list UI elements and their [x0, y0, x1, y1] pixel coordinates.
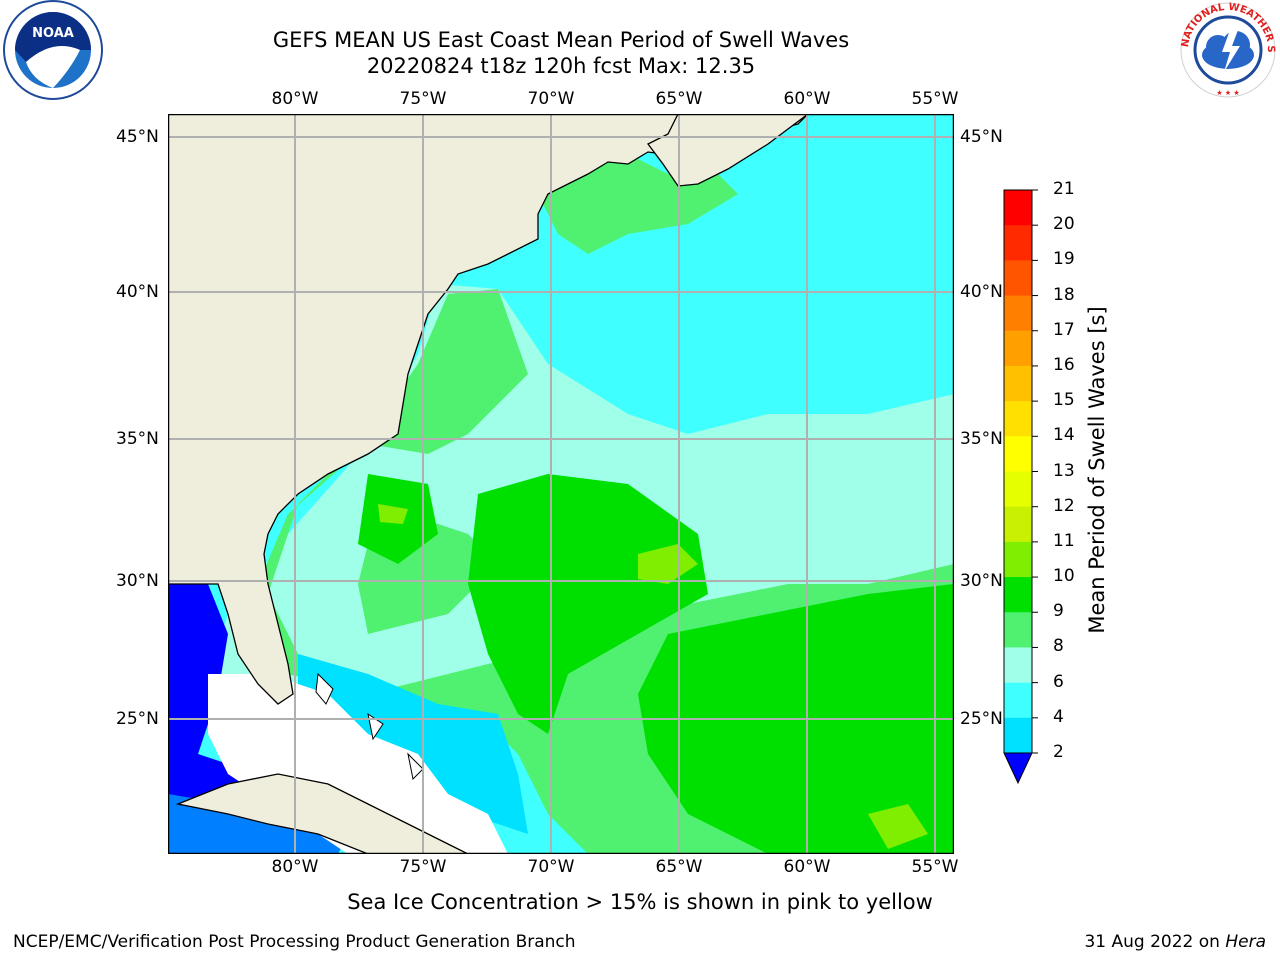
- lon-label-top: 80°W: [271, 89, 319, 109]
- chart-title: GEFS MEAN US East Coast Mean Period of S…: [272, 28, 850, 52]
- lat-label-left: 45°N: [116, 127, 159, 147]
- colorbar-under-arrow: [1003, 752, 1033, 785]
- lat-label-right: 45°N: [960, 127, 1003, 147]
- bahamas-islands: [315, 672, 424, 781]
- noaa-logo-icon: NOAA: [3, 0, 103, 100]
- period-zone-10-11: [468, 474, 708, 734]
- colorbar-tick-label: 15: [1053, 390, 1075, 411]
- period-zone-4-6: [298, 654, 528, 834]
- lat-label-right: 35°N: [960, 429, 1003, 449]
- lat-label-left: 40°N: [116, 282, 159, 302]
- lon-label-top: 55°W: [911, 89, 959, 109]
- lat-label-left: 30°N: [116, 571, 159, 591]
- colorbar-bin: [1004, 365, 1032, 402]
- lat-label-right: 25°N: [960, 709, 1003, 729]
- national-weather-service-logo-icon: NATIONAL WEATHER SERVICE ★ ★ ★: [1178, 0, 1276, 98]
- lon-label-bottom: 60°W: [783, 857, 831, 877]
- lon-label-bottom: 65°W: [655, 857, 703, 877]
- colorbar-tick-label: 4: [1053, 706, 1064, 727]
- colorbar-bin: [1004, 436, 1032, 472]
- colorbar-bin: [1004, 717, 1032, 754]
- cuba-land: [175, 773, 469, 854]
- colorbar-bin: [1004, 295, 1032, 332]
- colorbar-bin: [1004, 541, 1032, 578]
- colorbar-bin: [1004, 401, 1032, 437]
- colorbar-tick-label: 9: [1053, 601, 1064, 622]
- map-frame: [168, 114, 954, 854]
- lon-label-bottom: 55°W: [911, 857, 959, 877]
- colorbar-bin: [1004, 612, 1032, 648]
- lon-label-bottom: 70°W: [527, 857, 575, 877]
- colorbar-tick-label: 17: [1053, 319, 1075, 340]
- sea-ice-caption: Sea Ice Concentration > 15% is shown in …: [347, 890, 933, 914]
- lat-label-left: 25°N: [116, 709, 159, 729]
- colorbar-tick-label: 16: [1053, 354, 1075, 375]
- footer-date-text: 31 Aug 2022 on: [1084, 932, 1220, 952]
- colorbar-tick-label: 6: [1053, 671, 1064, 692]
- nova-scotia-land: [647, 114, 810, 187]
- lon-label-bottom: 80°W: [271, 857, 319, 877]
- colorbar-bin: [1004, 260, 1032, 297]
- footer-date: 31 Aug 2022 on Hera: [1084, 932, 1266, 952]
- colorbar-tick-label: 19: [1053, 249, 1075, 270]
- footer-host: Hera: [1225, 932, 1266, 952]
- footer-credit: NCEP/EMC/Verification Post Processing Pr…: [13, 932, 576, 952]
- colorbar-bin: [1004, 506, 1032, 543]
- colorbar-tick-label: 21: [1053, 179, 1075, 199]
- colorbar-tick-label: 10: [1053, 566, 1075, 587]
- colorbar-bin: [1004, 471, 1032, 508]
- colorbar-title: Mean Period of Swell Waves [s]: [1085, 306, 1109, 634]
- swell-period-map: [168, 114, 954, 854]
- lon-label-top: 60°W: [783, 89, 831, 109]
- colorbar-bin: [1004, 190, 1032, 226]
- colorbar-tick-label: 14: [1053, 425, 1075, 446]
- colorbar-tick-label: 12: [1053, 495, 1075, 516]
- lon-label-top: 75°W: [399, 89, 447, 109]
- colorbar-tick-label: 8: [1053, 636, 1064, 657]
- lon-label-bottom: 75°W: [399, 857, 447, 877]
- colorbar-tick-label: 11: [1053, 530, 1075, 551]
- colorbar-bin: [1004, 647, 1032, 684]
- colorbar-bin: [1004, 577, 1032, 613]
- period-zone-11-12: [868, 804, 928, 849]
- colorbar-bin: [1004, 225, 1032, 261]
- colorbar-tick-label: 20: [1053, 214, 1075, 235]
- noaa-logo-text: NOAA: [32, 26, 74, 41]
- map-grid: [168, 114, 954, 854]
- chart-subtitle: 20220824 t18z 120h fcst Max: 12.35: [366, 54, 756, 78]
- svg-text:★ ★ ★: ★ ★ ★: [1216, 89, 1239, 97]
- colorbar-bin: [1004, 330, 1032, 367]
- colorbar: [1003, 189, 1038, 785]
- lat-label-right: 30°N: [960, 571, 1003, 591]
- colorbar-tick-label: 18: [1053, 284, 1075, 305]
- lat-label-right: 40°N: [960, 282, 1003, 302]
- period-zone-11-12: [638, 544, 698, 584]
- colorbar-tick-label: 2: [1053, 742, 1064, 762]
- lon-label-top: 70°W: [527, 89, 575, 109]
- period-zone-11-12: [378, 504, 408, 524]
- lat-label-left: 35°N: [116, 429, 159, 449]
- colorbar-bin: [1004, 682, 1032, 719]
- lon-label-top: 65°W: [655, 89, 703, 109]
- colorbar-tick-label: 13: [1053, 460, 1075, 481]
